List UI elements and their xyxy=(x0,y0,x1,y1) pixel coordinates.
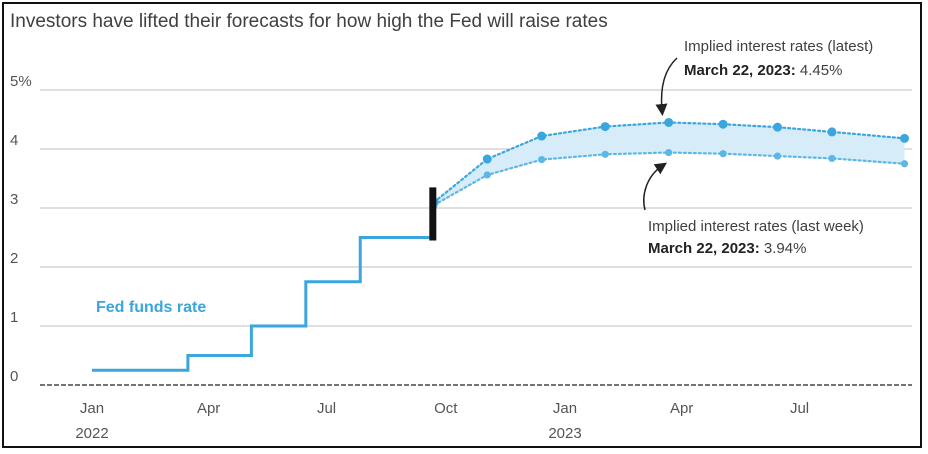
y-tick-label: 3 xyxy=(10,191,18,208)
latest-point xyxy=(482,154,492,164)
lastweek-arrow-icon xyxy=(643,162,667,211)
y-tick-label: 1 xyxy=(10,309,18,326)
lastweek-annotation-title: Implied interest rates (last week) xyxy=(648,218,864,235)
latest-point xyxy=(718,119,728,129)
lastweek-point xyxy=(773,152,782,160)
x-tick-label: Jan xyxy=(80,400,104,417)
fed-funds-label: Fed funds rate xyxy=(96,299,206,316)
x-tick-year-label: 2023 xyxy=(548,425,581,442)
y-tick-label: 4 xyxy=(10,132,18,149)
chart-title: Investors have lifted their forecasts fo… xyxy=(10,11,608,32)
y-tick-label: 2 xyxy=(10,250,18,267)
y-axis-labels: 0 1 2 3 4 5% xyxy=(10,73,32,385)
lastweek-annotation-date: March 22, 2023: xyxy=(648,240,760,257)
x-tick-label: Apr xyxy=(197,400,220,417)
latest-annotation-value: March 22, 2023: 4.45% xyxy=(684,62,842,79)
lastweek-point xyxy=(538,156,546,164)
chart-frame xyxy=(2,2,922,448)
latest-annotation-title: Implied interest rates (latest) xyxy=(684,38,873,55)
y-tick-label: 5% xyxy=(10,73,32,90)
latest-point xyxy=(600,122,610,132)
fed-funds-line xyxy=(92,236,433,372)
y-tick-label: 0 xyxy=(10,368,18,385)
x-tick-label: Jul xyxy=(317,400,336,417)
latest-point xyxy=(664,117,674,127)
lastweek-point xyxy=(665,148,673,157)
forecast-band-area xyxy=(434,122,905,206)
x-tick-label: Jul xyxy=(790,400,809,417)
lastweek-point xyxy=(601,150,609,158)
lastweek-point xyxy=(900,160,909,168)
latest-point xyxy=(537,131,547,141)
lastweek-annotation-number: 3.94% xyxy=(760,240,807,257)
latest-point xyxy=(773,122,783,132)
latest-point xyxy=(900,133,910,143)
latest-point xyxy=(827,127,837,137)
annotations: Fed funds rate Implied interest rates (l… xyxy=(96,38,873,316)
forecast-band xyxy=(434,122,905,206)
lastweek-point xyxy=(719,150,727,158)
x-tick-label: Apr xyxy=(670,400,693,417)
lastweek-annotation-value: March 22, 2023: 3.94% xyxy=(648,240,806,257)
series-layer xyxy=(92,117,910,372)
latest-arrow-icon xyxy=(655,57,678,116)
latest-annotation-number: 4.45% xyxy=(796,62,843,79)
latest-annotation-date: March 22, 2023: xyxy=(684,62,796,79)
lastweek-point xyxy=(483,171,491,179)
x-axis-labels: Jan 2022 Apr Jul Oct Jan 2023 Apr Jul xyxy=(75,400,809,442)
lastweek-point xyxy=(828,154,836,163)
x-tick-year-label: 2022 xyxy=(75,425,108,442)
x-tick-label: Jan xyxy=(553,400,577,417)
x-tick-label: Oct xyxy=(434,400,458,417)
